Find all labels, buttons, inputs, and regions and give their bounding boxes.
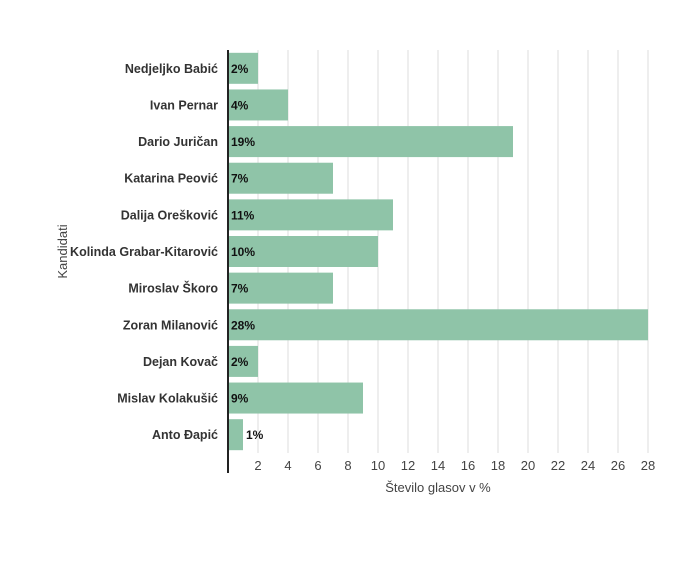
x-tick-label: 10 — [371, 458, 385, 473]
category-label: Dalija Orešković — [121, 208, 218, 222]
y-axis-title: Kandidati — [55, 224, 70, 278]
x-axis-title: Število glasov v % — [385, 480, 491, 495]
bars: 2% 4% 19% 7% 11% 10% 7% 28% 2% 9% 1% — [228, 52, 648, 451]
x-tick-label: 6 — [314, 458, 321, 473]
data-label: 28% — [231, 318, 255, 332]
data-label: 2% — [231, 355, 249, 369]
x-tick-label: 12 — [401, 458, 415, 473]
category-labels: Nedjeljko Babić Ivan Pernar Dario Juričan K… — [70, 62, 218, 442]
x-tick-labels: 2 4 6 8 10 12 14 16 18 20 22 24 26 28 — [254, 458, 655, 473]
x-tick-label: 4 — [284, 458, 291, 473]
data-label: 7% — [231, 282, 249, 296]
data-label: 11% — [231, 208, 255, 222]
data-label: 1% — [246, 428, 264, 442]
x-tick-label: 24 — [581, 458, 595, 473]
data-label: 9% — [231, 392, 249, 406]
bar — [228, 89, 288, 121]
category-label: Dario Juričan — [138, 135, 218, 149]
category-label: Katarina Peović — [124, 172, 218, 186]
bar — [228, 199, 393, 231]
x-tick-label: 26 — [611, 458, 625, 473]
x-tick-label: 28 — [641, 458, 655, 473]
bar — [228, 382, 363, 414]
x-tick-label: 20 — [521, 458, 535, 473]
bar — [228, 272, 333, 304]
x-tick-label: 2 — [254, 458, 261, 473]
bar — [228, 126, 513, 158]
data-label: 4% — [231, 98, 249, 112]
category-label: Anto Đapić — [152, 428, 218, 442]
x-tick-label: 16 — [461, 458, 475, 473]
data-label: 2% — [231, 62, 249, 76]
data-label: 10% — [231, 245, 255, 259]
category-label: Ivan Pernar — [150, 98, 218, 112]
bar — [228, 309, 648, 341]
category-label: Dejan Kovač — [143, 355, 218, 369]
category-label: Mislav Kolakušić — [117, 392, 218, 406]
data-label: 19% — [231, 135, 255, 149]
x-tick-label: 14 — [431, 458, 445, 473]
category-label: Nedjeljko Babić — [125, 62, 218, 76]
bar — [228, 236, 378, 267]
bar — [228, 345, 258, 377]
data-label: 7% — [231, 172, 249, 186]
bar — [228, 162, 333, 194]
category-label: Miroslav Škoro — [128, 281, 218, 296]
category-label: Zoran Milanović — [123, 318, 218, 332]
bar — [228, 52, 258, 84]
x-tick-label: 8 — [344, 458, 351, 473]
category-label: Kolinda Grabar-Kitarović — [70, 245, 218, 259]
bar — [228, 419, 243, 451]
x-tick-label: 18 — [491, 458, 505, 473]
x-tick-label: 22 — [551, 458, 565, 473]
